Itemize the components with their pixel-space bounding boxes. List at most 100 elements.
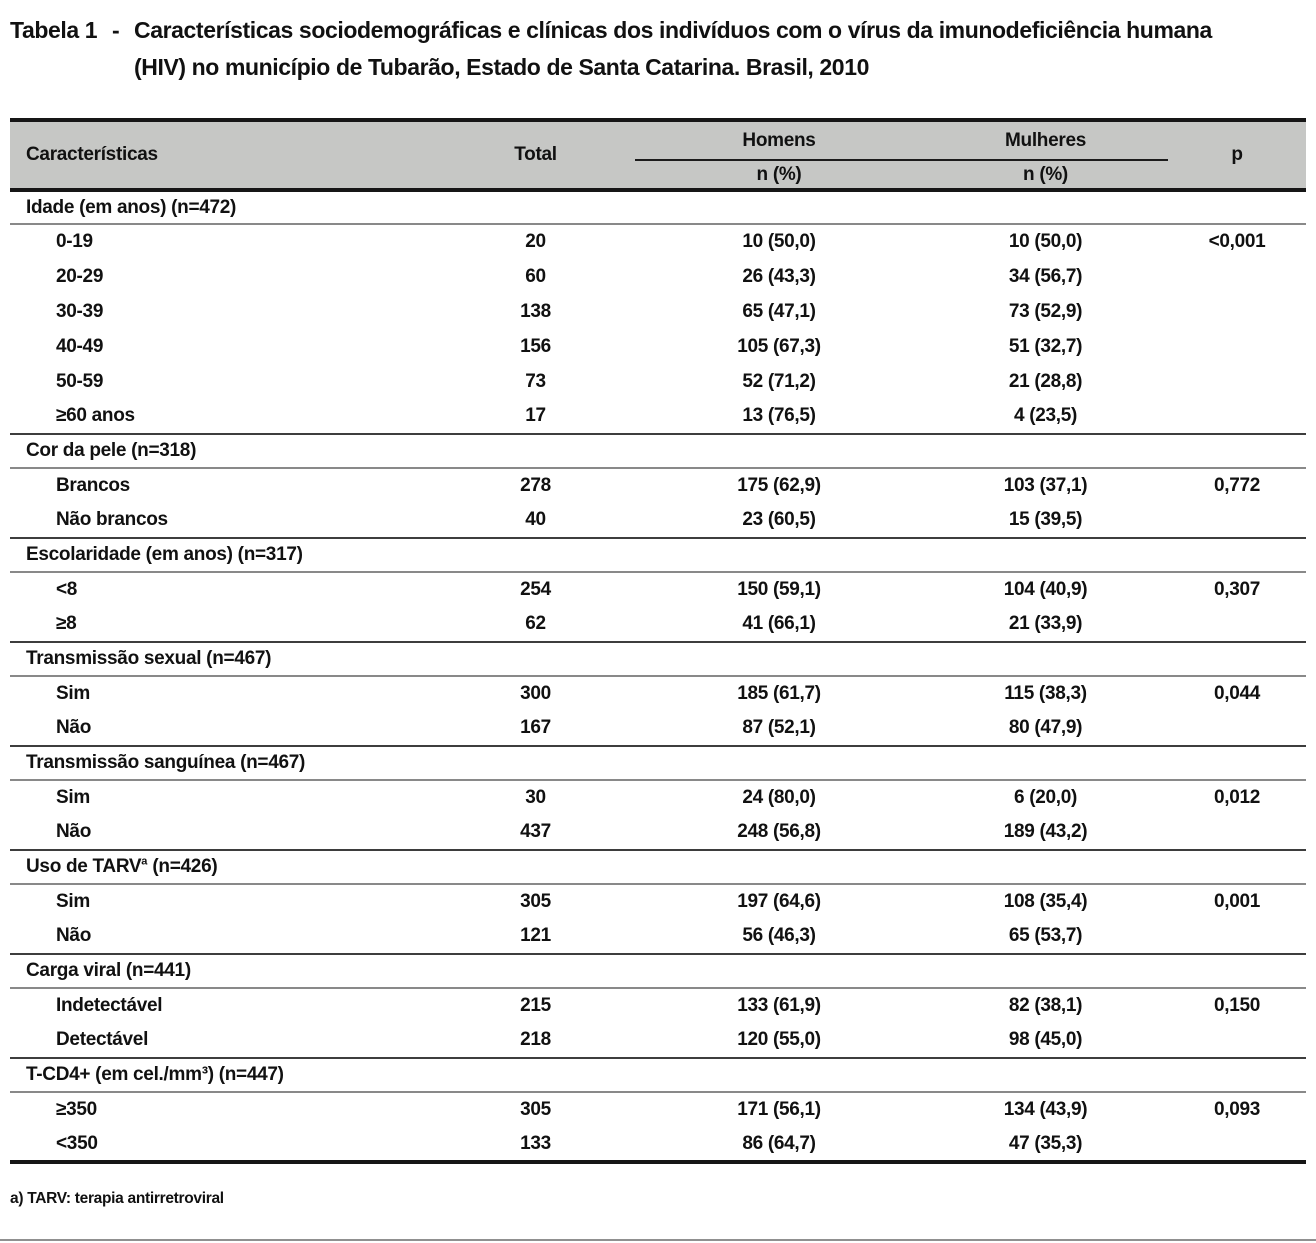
section-label: Transmissão sanguínea (n=467) — [26, 752, 306, 773]
cell-total: 156 — [520, 335, 551, 357]
table-row: Detectável 218 120 (55,0) 98 (45,0) — [10, 1023, 1306, 1058]
cell-p — [1168, 364, 1306, 399]
section-header-row: Idade (em anos) (n=472) — [10, 189, 1306, 225]
header-group-row: Características Total Homens Mulheres p — [10, 118, 1306, 192]
column-group-mulheres: Mulheres — [923, 118, 1168, 161]
cell-total: 218 — [520, 1029, 551, 1050]
cell-mulheres: 51 (32,7) — [1008, 335, 1083, 357]
table-title-text: Características sociodemográficas e clín… — [134, 12, 1306, 86]
cell-label: Não brancos — [56, 509, 168, 530]
table-header: Características Total Homens Mulheres p … — [10, 118, 1306, 192]
table-row: Não 437 248 (56,8) 189 (43,2) — [10, 815, 1306, 850]
cell-mulheres: 6 (20,0) — [1013, 787, 1078, 808]
cell-mulheres: 134 (43,9) — [1003, 1099, 1088, 1120]
cell-mulheres: 65 (53,7) — [1008, 925, 1083, 946]
section-header-row: Transmissão sexual (n=467) — [10, 641, 1306, 677]
cell-label: 0-19 — [56, 231, 93, 252]
cell-total: 17 — [525, 405, 546, 426]
section-header-row: Uso de TARVa (n=426) — [10, 849, 1306, 885]
section-header-cell: Uso de TARVa (n=426) — [10, 849, 1306, 885]
cell-label: ≥350 — [56, 1099, 97, 1120]
cell-label: ≥8 — [56, 613, 77, 634]
cell-homens: 248 (56,8) — [737, 821, 821, 842]
cell-label: Detectável — [56, 1029, 149, 1050]
table-title: Tabela 1 - Características sociodemográf… — [10, 12, 1306, 86]
cell-p: <0,001 — [1208, 231, 1266, 252]
section-header-row: Escolaridade (em anos) (n=317) — [10, 537, 1306, 573]
table-row: <350 133 86 (64,7) 47 (35,3) — [10, 1127, 1306, 1164]
cell-mulheres: 47 (35,3) — [923, 1127, 1168, 1164]
column-header-caracteristicas: Características — [10, 118, 436, 192]
cell-total: 305 — [520, 1099, 551, 1120]
characteristics-table: Características Total Homens Mulheres p … — [10, 118, 1306, 1164]
cell-homens: 171 (56,1) — [737, 1099, 821, 1120]
table-row: 50-59 73 52 (71,2) 21 (28,8) — [10, 364, 1306, 399]
section-label: Carga viral (n=441) — [26, 960, 191, 981]
cell-homens: 23 (60,5) — [742, 509, 816, 530]
cell-p — [1168, 919, 1306, 954]
table-row: 40-49 156 105 (67,3) 51 (32,7) — [10, 329, 1306, 364]
column-group-homens: Homens — [635, 118, 923, 161]
section-header-cell: Cor da pele (n=318) — [10, 433, 1306, 469]
section-label: Escolaridade (em anos) (n=317) — [26, 544, 303, 565]
cell-homens: 56 (46,3) — [742, 925, 816, 946]
cell-p: 0,307 — [1213, 579, 1261, 600]
cell-label: 20-29 — [56, 265, 104, 287]
cell-homens: 10 (50,0) — [742, 231, 816, 252]
cell-mulheres: 73 (52,9) — [1008, 300, 1083, 322]
cell-mulheres: 98 (45,0) — [1008, 1029, 1083, 1050]
cell-homens: 105 (67,3) — [737, 335, 821, 357]
cell-homens: 24 (80,0) — [742, 787, 816, 808]
cell-label: Sim — [56, 683, 90, 704]
section-header-cell: Carga viral (n=441) — [10, 953, 1306, 989]
cell-total: 60 — [525, 265, 546, 287]
table-row: 0-19 20 10 (50,0) 10 (50,0) <0,001 — [10, 224, 1306, 259]
cell-label: 40-49 — [56, 335, 104, 357]
cell-total: 167 — [520, 717, 551, 738]
cell-total: 133 — [436, 1127, 635, 1164]
cell-total: 62 — [525, 613, 546, 634]
section-label: Transmissão sexual (n=467) — [26, 648, 272, 669]
cell-total: 437 — [520, 821, 551, 842]
cell-label: Não — [56, 821, 91, 842]
cell-p: 0,150 — [1213, 995, 1261, 1016]
section-header-cell: Transmissão sanguínea (n=467) — [10, 745, 1306, 781]
table-row: ≥350 305 171 (56,1) 134 (43,9) 0,093 — [10, 1092, 1306, 1127]
cell-total: 138 — [520, 300, 551, 322]
table-row: 20-29 60 26 (43,3) 34 (56,7) — [10, 259, 1306, 294]
section-header-cell: Transmissão sexual (n=467) — [10, 641, 1306, 677]
cell-p: 0,012 — [1213, 787, 1261, 808]
cell-label: <350 — [10, 1127, 436, 1164]
page-bottom-rule — [0, 1239, 1316, 1241]
table-row: Indetectável 215 133 (61,9) 82 (38,1) 0,150 — [10, 988, 1306, 1023]
section-header-cell: Idade (em anos) (n=472) — [10, 189, 1306, 225]
cell-homens: 197 (64,6) — [737, 891, 821, 912]
cell-mulheres: 115 (38,3) — [1004, 683, 1087, 704]
section-label: T-CD4+ (em cel./mm³) (n=447) — [26, 1064, 284, 1085]
cell-total: 121 — [520, 925, 551, 946]
cell-p: 0,772 — [1213, 475, 1261, 496]
header-sub-row: n (%) n (%) — [10, 160, 1306, 192]
cell-mulheres: 80 (47,9) — [1008, 717, 1083, 738]
cell-homens: 185 (61,7) — [737, 683, 821, 704]
table-row: Não 167 87 (52,1) 80 (47,9) — [10, 711, 1306, 746]
cell-total: 278 — [520, 475, 551, 496]
table-row: Sim 300 185 (61,7) 115 (38,3) 0,044 — [10, 676, 1306, 711]
cell-label: Não — [56, 925, 91, 946]
cell-homens: 65 (47,1) — [742, 300, 816, 322]
cell-mulheres: 21 (33,9) — [1008, 613, 1083, 634]
cell-label: 50-59 — [56, 370, 104, 392]
table-row: ≥60 anos 17 13 (76,5) 4 (23,5) — [10, 399, 1306, 434]
section-header-row: Transmissão sanguínea (n=467) — [10, 745, 1306, 781]
table-row: 30-39 138 65 (47,1) 73 (52,9) — [10, 294, 1306, 329]
cell-p — [1168, 503, 1306, 538]
section-header-cell: T-CD4+ (em cel./mm³) (n=447) — [10, 1057, 1306, 1093]
cell-p — [1168, 259, 1306, 294]
cell-total: 73 — [525, 370, 546, 392]
table-title-line1: Características sociodemográficas e clín… — [134, 17, 1212, 43]
cell-homens: 120 (55,0) — [737, 1029, 821, 1050]
cell-homens: 150 (59,1) — [737, 579, 821, 600]
cell-mulheres: 15 (39,5) — [1008, 509, 1083, 530]
page: { "title": { "label": "Tabela 1", "dash"… — [0, 12, 1316, 1243]
cell-mulheres: 21 (28,8) — [1008, 370, 1083, 392]
